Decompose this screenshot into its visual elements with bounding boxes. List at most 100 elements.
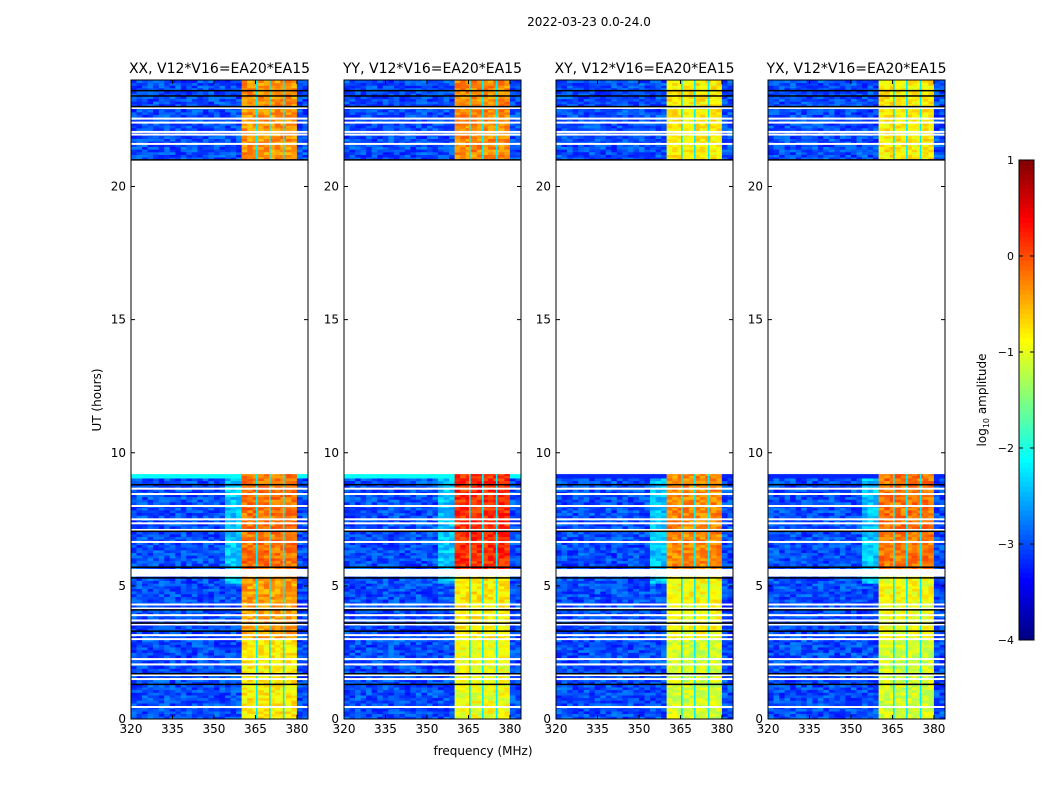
heatmap-cell [471, 636, 478, 640]
heatmap-cell [180, 502, 187, 506]
heatmap-cell [460, 671, 467, 675]
heatmap-cell [186, 475, 193, 479]
heatmap-cell [438, 697, 444, 701]
heatmap-cell [142, 82, 149, 86]
heatmap-cell [175, 708, 182, 712]
heatmap-cell [197, 510, 204, 514]
heatmap-cell [258, 154, 265, 158]
heatmap-cell [202, 700, 209, 704]
heatmap-cell [136, 604, 143, 608]
heatmap-cell [404, 697, 411, 701]
heatmap-cell [269, 585, 276, 589]
heatmap-cell [180, 474, 187, 476]
heatmap-cell [269, 510, 276, 514]
heatmap-cell [291, 647, 298, 651]
heatmap-cell [471, 687, 478, 691]
heatmap-cell [180, 101, 187, 105]
heatmap-cell [131, 502, 137, 506]
heatmap-cell [214, 114, 220, 118]
heatmap-cell [285, 534, 292, 538]
heatmap-cell [258, 697, 265, 701]
heatmap-cell [285, 628, 292, 632]
heatmap-cell [153, 641, 160, 645]
heatmap-cell [371, 671, 378, 675]
heatmap-cell [269, 544, 276, 548]
heatmap-cell [147, 502, 154, 506]
heatmap-cell [515, 671, 522, 675]
heatmap-cell [214, 520, 220, 524]
heatmap-cell [175, 583, 182, 587]
heatmap-cell [258, 499, 265, 503]
heatmap-cell [186, 111, 193, 115]
heatmap-cell [498, 689, 505, 693]
heatmap-cell [142, 146, 149, 150]
heatmap-cell [197, 599, 204, 603]
heatmap-cell [258, 601, 265, 605]
heatmap-cell [504, 655, 511, 659]
heatmap-cell [421, 660, 428, 664]
heatmap-cell [302, 523, 309, 527]
heatmap-cell [274, 526, 281, 530]
heatmap-cell [219, 639, 226, 643]
heatmap-cell [225, 631, 231, 635]
heatmap-cell [180, 534, 187, 538]
heatmap-cell [263, 90, 270, 94]
heatmap-cell [136, 689, 143, 693]
heatmap-cell [169, 109, 176, 113]
heatmap-cell [263, 639, 270, 643]
heatmap-cell [147, 507, 154, 511]
heatmap-cell [269, 146, 276, 150]
heatmap-cell [164, 138, 171, 142]
heatmap-cell [158, 534, 165, 538]
heatmap-cell [291, 494, 298, 498]
heatmap-cell [465, 660, 472, 664]
heatmap-cell [208, 641, 215, 645]
heatmap-cell [460, 647, 467, 651]
heatmap-cell [202, 478, 209, 482]
heatmap-cell [219, 480, 226, 484]
heatmap-cell [153, 583, 160, 587]
heatmap-cell [258, 494, 265, 498]
heatmap-cell [131, 563, 137, 567]
heatmap-cell [252, 617, 259, 621]
heatmap-cell [175, 478, 182, 482]
heatmap-cell [158, 660, 165, 664]
heatmap-cell [153, 577, 160, 581]
heatmap-cell [471, 716, 478, 720]
heatmap-cell [153, 549, 160, 553]
heatmap-cell [258, 615, 265, 619]
heatmap-cell [175, 557, 182, 561]
heatmap-cell [388, 687, 395, 691]
heatmap-cell [296, 151, 303, 155]
heatmap-cell [449, 684, 456, 688]
heatmap-cell [214, 552, 220, 556]
heatmap-cell [252, 111, 259, 115]
heatmap-cell [404, 684, 411, 688]
heatmap-cell [285, 716, 292, 720]
heatmap-cell [136, 135, 143, 139]
heatmap-cell [241, 552, 248, 556]
heatmap-cell [360, 652, 367, 656]
heatmap-cell [269, 96, 276, 100]
heatmap-cell [236, 101, 243, 105]
heatmap-cell [142, 649, 149, 653]
heatmap-cell [208, 647, 215, 651]
heatmap-cell [225, 641, 231, 645]
heatmap-cell [158, 154, 165, 158]
heatmap-cell [296, 593, 303, 597]
heatmap-cell [208, 547, 215, 551]
heatmap-cell [153, 644, 160, 648]
heatmap-cell [164, 577, 171, 581]
heatmap-cell [344, 716, 350, 720]
heatmap-cell [427, 671, 433, 675]
heatmap-cell [147, 644, 154, 648]
heatmap-cell [230, 494, 237, 498]
heatmap-cell [214, 127, 220, 131]
heatmap-cell [349, 676, 356, 680]
heatmap-cell [302, 494, 309, 498]
heatmap-cell [285, 510, 292, 514]
heatmap-cell [393, 689, 400, 693]
heatmap-cell [197, 676, 204, 680]
heatmap-cell [252, 596, 259, 600]
heatmap-cell [371, 641, 378, 645]
